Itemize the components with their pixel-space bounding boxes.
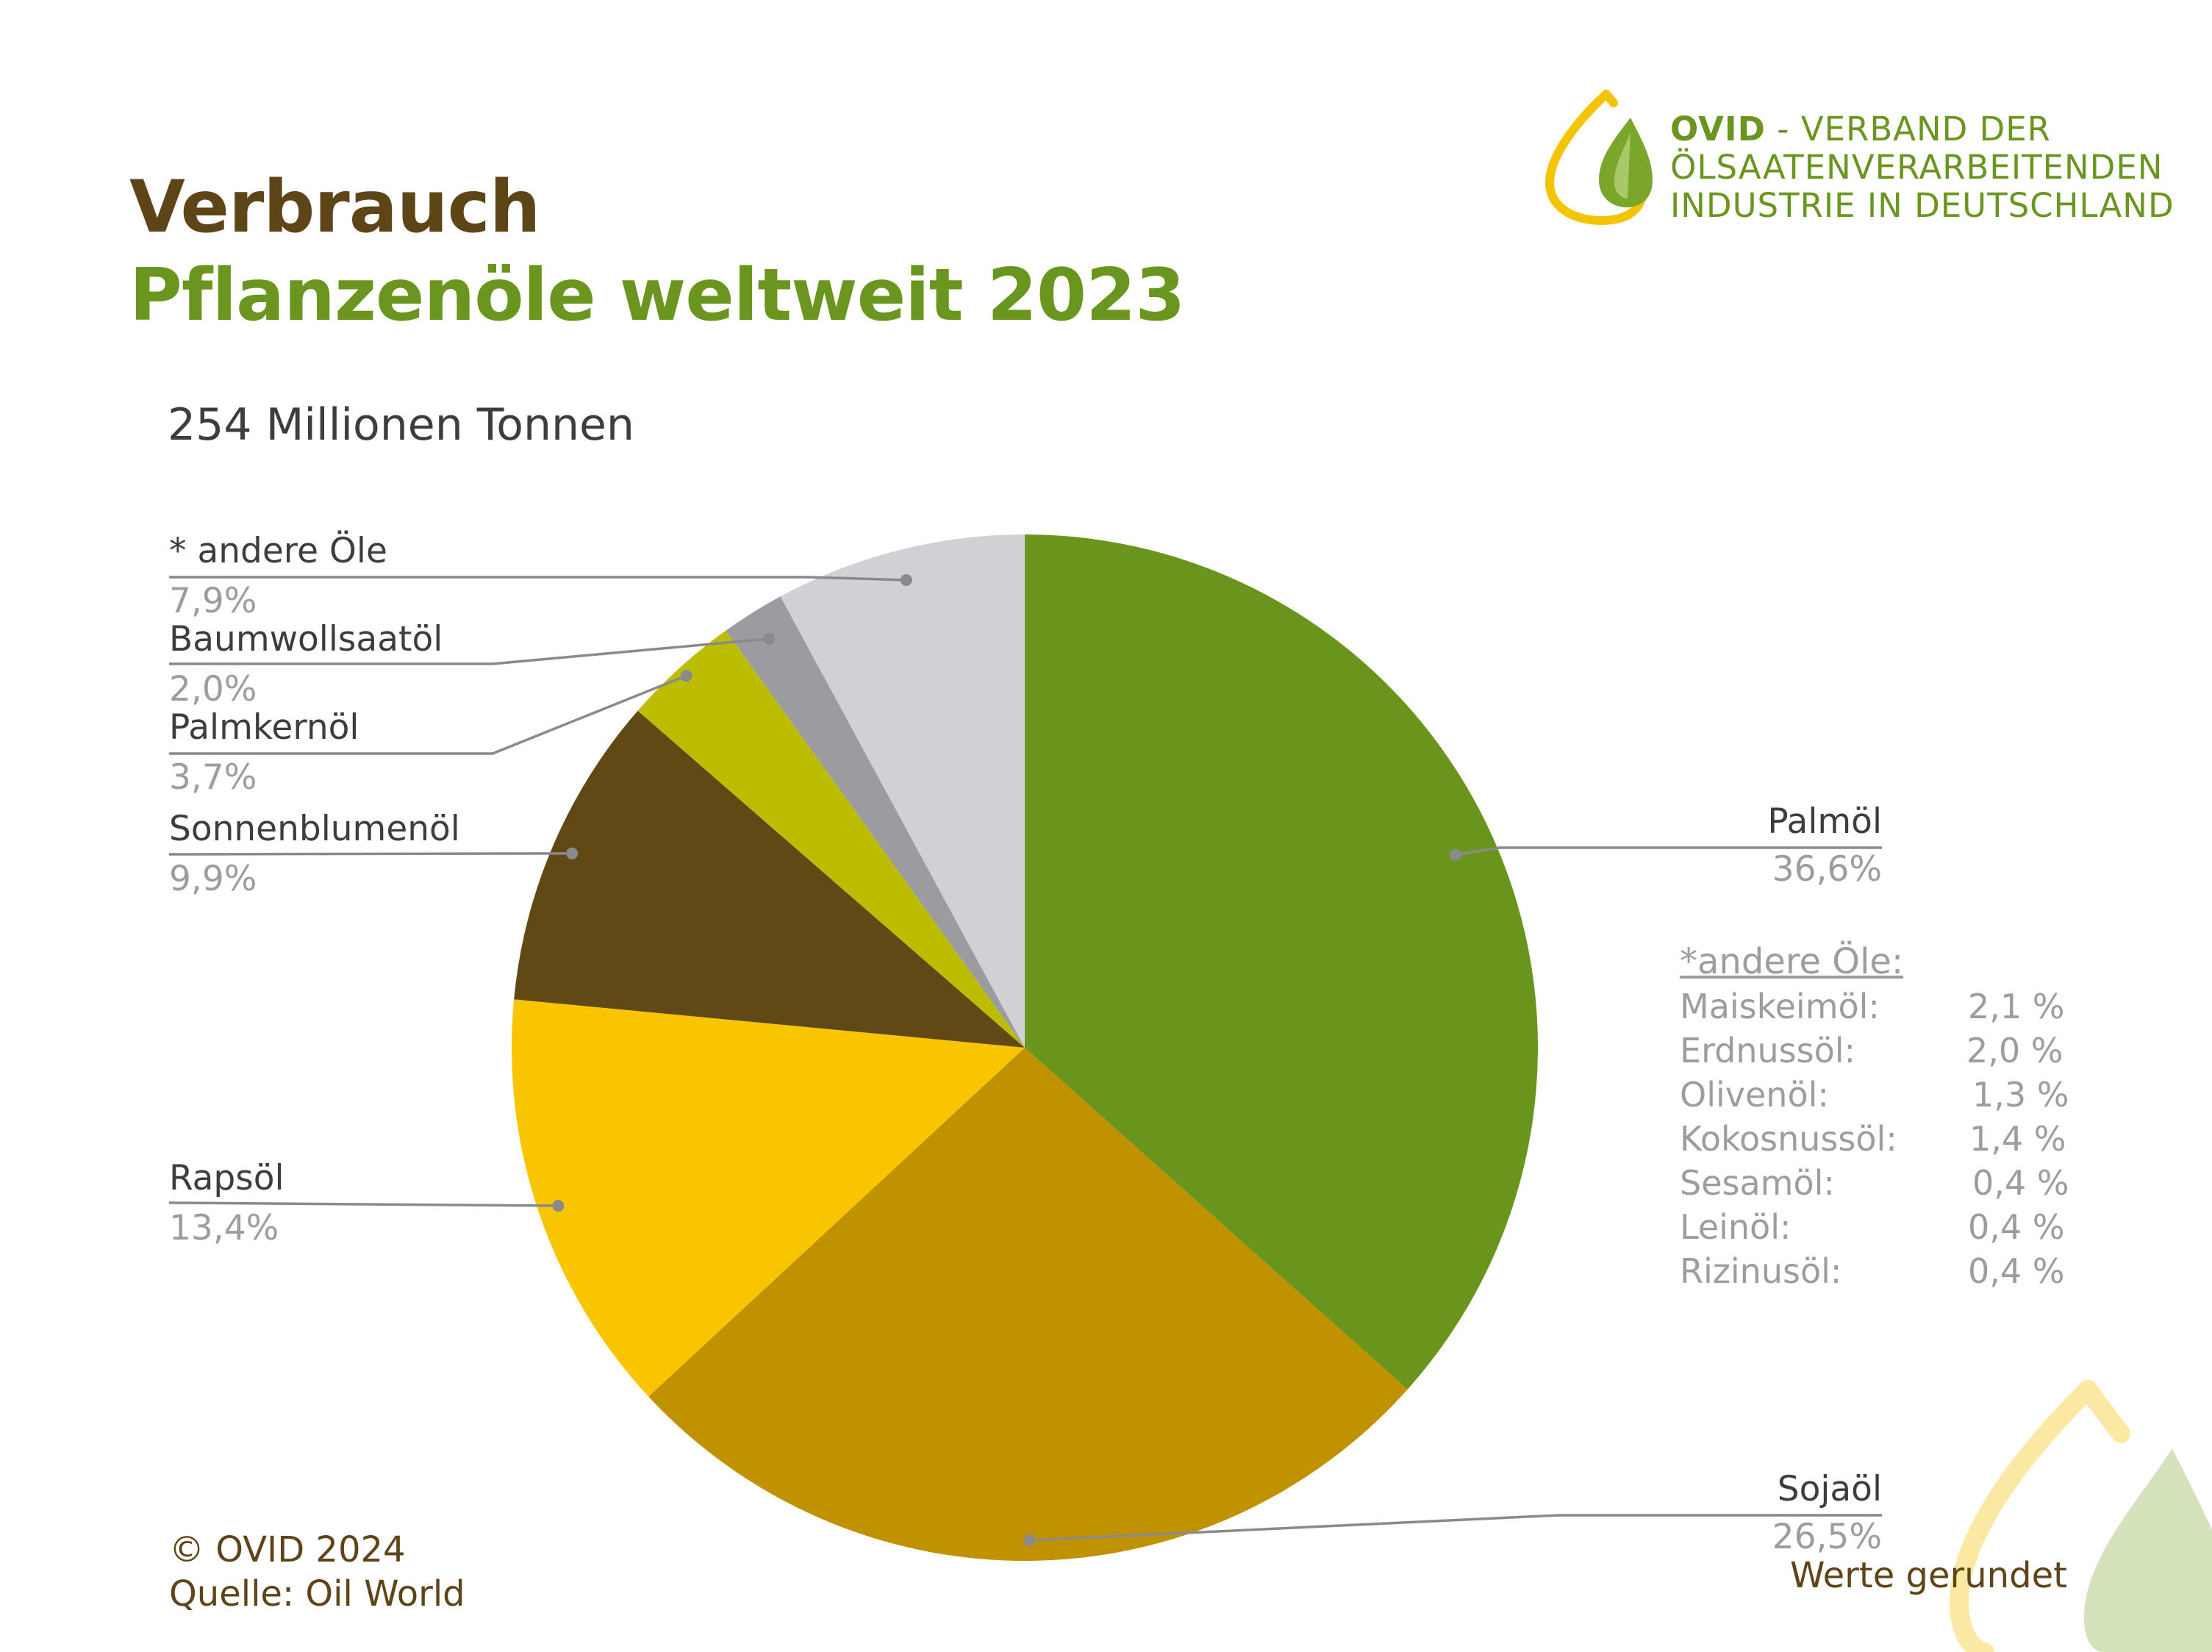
label-pct-sojaoel: 26,5%: [1772, 1517, 1882, 1557]
label-name-sonnenblumenoel: Sonnenblumenöl: [169, 809, 460, 849]
other-oil-row: Rizinusöl: 0,4 %: [1680, 1251, 2065, 1295]
other-oil-value: 1,3 %: [1972, 1075, 2069, 1115]
other-oils-title: *andere Öle:: [1680, 941, 1904, 982]
label-name-sojaoel: Sojaöl: [1777, 1469, 1882, 1509]
other-oil-name: Leinöl:: [1680, 1207, 1792, 1247]
label-name-andere: * andere Öle: [169, 531, 387, 571]
page-title-line2: Pflanzenöle weltweit 2023: [129, 254, 1185, 337]
other-oil-value: 0,4 %: [1968, 1251, 2065, 1291]
chart-total-subtitle: 254 Millionen Tonnen: [168, 399, 634, 451]
label-pct-palmkernoel: 3,7%: [169, 757, 257, 798]
leader-line-4: [169, 674, 687, 755]
label-name-palmoel: Palmöl: [1767, 801, 1882, 842]
leader-dot-5: [762, 632, 775, 645]
leader-line-1: [1029, 1514, 1882, 1542]
other-oil-row: Leinöl: 0,4 %: [1680, 1207, 2065, 1251]
label-pct-palmoel: 36,6%: [1772, 849, 1882, 890]
label-name-baumwollsaatoel: Baumwollsaatöl: [169, 619, 443, 659]
leader-dot-4: [680, 670, 692, 682]
logo-line1-rest: - VERBAND DER: [1765, 110, 2051, 149]
leader-dot-2: [552, 1200, 565, 1212]
label-name-palmkernoel: Palmkernöl: [169, 707, 359, 748]
source: Quelle: Oil World: [169, 1573, 465, 1615]
other-oil-name: Kokosnussöl:: [1680, 1119, 1897, 1159]
label-pct-baumwollsaatoel: 2,0%: [169, 669, 257, 709]
leader-dot-3: [566, 847, 579, 859]
logo-line1: OVID - VERBAND DER: [1670, 110, 2051, 149]
other-oil-name: Maiskeimöl:: [1680, 987, 1880, 1026]
label-pct-sonnenblumenoel: 9,9%: [169, 859, 257, 899]
pie-slice-1: [648, 1048, 1408, 1561]
label-pct-rapsoel: 13,4%: [169, 1208, 279, 1248]
other-oil-value: 0,4 %: [1972, 1163, 2069, 1203]
other-oil-value: 2,0 %: [1966, 1031, 2064, 1070]
other-oil-row: Kokosnussöl: 1,4 %: [1680, 1119, 2066, 1163]
other-oil-name: Sesamöl:: [1680, 1163, 1835, 1203]
decorative-drop-icon: [1949, 1380, 2212, 1652]
pie-slice-3: [514, 710, 1025, 1048]
leader-line-6: [169, 576, 906, 582]
other-oil-name: Erdnussöl:: [1680, 1031, 1856, 1070]
copyright: © OVID 2024: [169, 1529, 406, 1570]
logo-line3: INDUSTRIE IN DEUTSCHLAND: [1670, 186, 2175, 225]
logo-line2: ÖLSAATENVERARBEITENDEN: [1670, 148, 2163, 187]
pie-slice-5: [726, 596, 1025, 1048]
other-oils-list: Maiskeimöl: 2,1 % Erdnussöl: 2,0 % Olive…: [1680, 987, 2069, 1295]
other-oil-name: Olivenöl:: [1680, 1075, 1829, 1115]
pie-slice-6: [780, 534, 1025, 1048]
pie-slice-4: [637, 630, 1025, 1048]
leader-dot-0: [1450, 848, 1462, 861]
leader-dot-6: [900, 573, 912, 586]
other-oil-row: Maiskeimöl: 2,1 %: [1680, 987, 2065, 1031]
other-oil-row: Olivenöl: 1,3 %: [1680, 1075, 2069, 1119]
page-title-line1: Verbrauch: [129, 165, 541, 249]
leader-lines: [168, 573, 1882, 1547]
label-name-rapsoel: Rapsöl: [169, 1158, 284, 1198]
pie-slice-2: [512, 999, 1025, 1397]
other-oil-value: 2,1 %: [1968, 987, 2065, 1026]
leader-line-2: [168, 1201, 559, 1207]
logo-brand: OVID: [1670, 110, 1766, 149]
pie-slice-0: [1025, 534, 1539, 1390]
other-oil-value: 1,4 %: [1969, 1119, 2066, 1159]
oil-drop-leaf-icon: [1545, 90, 1653, 226]
other-oil-name: Rizinusöl:: [1680, 1251, 1842, 1291]
leader-line-0: [1455, 846, 1882, 857]
other-oil-value: 0,4 %: [1968, 1207, 2065, 1247]
pie-chart: [512, 534, 1539, 1561]
other-oil-row: Erdnussöl: 2,0 %: [1680, 1031, 2064, 1075]
leader-line-5: [169, 637, 770, 665]
leader-dot-1: [1023, 1534, 1036, 1547]
label-pct-andere: 7,9%: [169, 581, 257, 621]
other-oil-row: Sesamöl: 0,4 %: [1680, 1163, 2069, 1207]
rounding-note: Werte gerundet: [1790, 1555, 2067, 1596]
